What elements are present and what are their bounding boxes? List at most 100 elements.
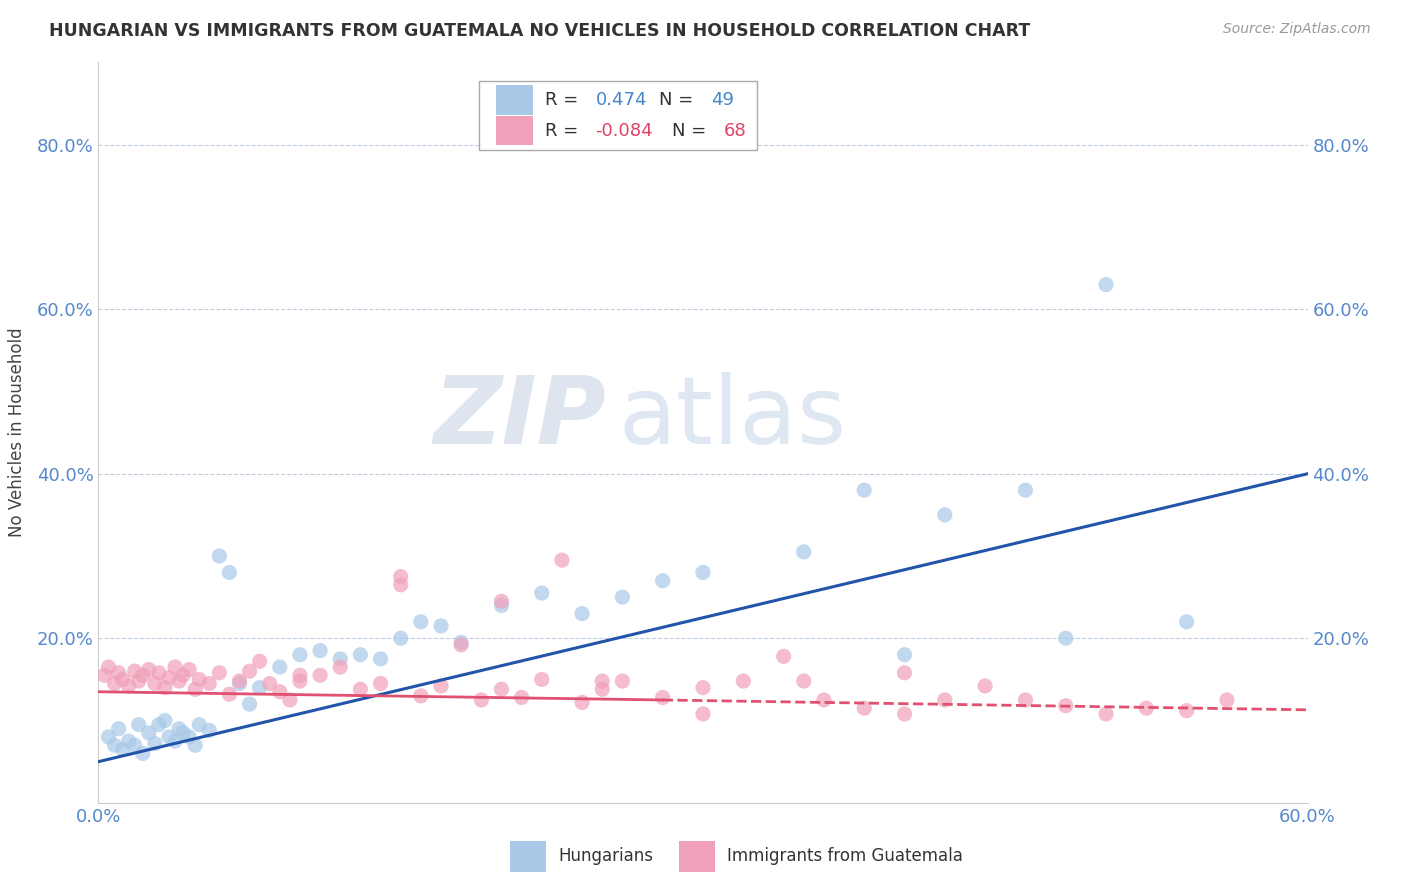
Point — [184, 738, 207, 752]
Point — [853, 483, 876, 498]
Point — [571, 695, 593, 709]
Point — [97, 730, 120, 744]
Bar — [509, 840, 546, 871]
Point — [793, 674, 815, 689]
Point — [1054, 698, 1077, 713]
Point — [163, 660, 186, 674]
Point — [1095, 277, 1118, 292]
Point — [107, 665, 129, 680]
Point — [228, 676, 250, 690]
Point — [813, 693, 835, 707]
Point — [1175, 704, 1198, 718]
Point — [103, 676, 125, 690]
Point — [491, 594, 513, 608]
Point — [692, 566, 714, 580]
Point — [893, 706, 915, 721]
Point — [218, 687, 240, 701]
Text: atlas: atlas — [619, 372, 846, 464]
Point — [208, 665, 231, 680]
Point — [184, 682, 207, 697]
Point — [409, 689, 432, 703]
Point — [132, 668, 155, 682]
Point — [148, 717, 170, 731]
Point — [111, 742, 134, 756]
Text: R =: R = — [544, 121, 583, 139]
Point — [118, 734, 141, 748]
Point — [1135, 701, 1157, 715]
Point — [124, 738, 146, 752]
Point — [450, 635, 472, 649]
Point — [551, 553, 574, 567]
Point — [208, 549, 231, 563]
Point — [692, 706, 714, 721]
Point — [128, 674, 150, 689]
Point — [612, 674, 634, 689]
Point — [163, 734, 186, 748]
Point — [389, 632, 412, 646]
Point — [329, 652, 352, 666]
Bar — [479, 81, 758, 150]
Point — [510, 690, 533, 705]
Point — [97, 660, 120, 674]
Point — [93, 668, 115, 682]
Point — [1175, 615, 1198, 629]
Point — [450, 638, 472, 652]
Point — [1014, 483, 1036, 498]
Point — [934, 508, 956, 522]
Point — [153, 681, 176, 695]
Point — [111, 673, 134, 687]
Point — [1054, 632, 1077, 646]
Text: -0.084: -0.084 — [595, 121, 652, 139]
Point — [853, 701, 876, 715]
Point — [228, 674, 250, 689]
Point — [269, 660, 291, 674]
Point — [288, 648, 311, 662]
Point — [167, 722, 190, 736]
Point — [349, 682, 371, 697]
Point — [591, 674, 613, 689]
Y-axis label: No Vehicles in Household: No Vehicles in Household — [7, 327, 25, 538]
Point — [772, 649, 794, 664]
Point — [179, 730, 201, 744]
Point — [138, 663, 160, 677]
Point — [612, 590, 634, 604]
Point — [278, 693, 301, 707]
Point — [409, 615, 432, 629]
Point — [1095, 706, 1118, 721]
Point — [157, 730, 180, 744]
Point — [1014, 693, 1036, 707]
Point — [103, 738, 125, 752]
Point — [389, 569, 412, 583]
Text: N =: N = — [659, 91, 699, 109]
Point — [239, 697, 262, 711]
Text: HUNGARIAN VS IMMIGRANTS FROM GUATEMALA NO VEHICLES IN HOUSEHOLD CORRELATION CHAR: HUNGARIAN VS IMMIGRANTS FROM GUATEMALA N… — [49, 22, 1031, 40]
Point — [167, 674, 190, 689]
Point — [389, 578, 412, 592]
Point — [157, 671, 180, 685]
Text: Immigrants from Guatemala: Immigrants from Guatemala — [727, 847, 963, 865]
Point — [893, 648, 915, 662]
Point — [491, 599, 513, 613]
Text: 0.474: 0.474 — [595, 91, 647, 109]
Bar — [679, 840, 716, 871]
Point — [124, 664, 146, 678]
Point — [198, 723, 221, 738]
Point — [651, 690, 673, 705]
Point — [530, 673, 553, 687]
Point — [172, 668, 194, 682]
Point — [143, 676, 166, 690]
Point — [218, 566, 240, 580]
Point — [188, 717, 211, 731]
Point — [793, 545, 815, 559]
Point — [491, 682, 513, 697]
Point — [1216, 693, 1239, 707]
Text: 49: 49 — [711, 91, 734, 109]
Point — [188, 673, 211, 687]
Point — [309, 668, 332, 682]
Point — [370, 676, 392, 690]
Point — [143, 737, 166, 751]
Point — [530, 586, 553, 600]
Bar — [496, 86, 533, 115]
Point — [249, 654, 271, 668]
Point — [470, 693, 492, 707]
